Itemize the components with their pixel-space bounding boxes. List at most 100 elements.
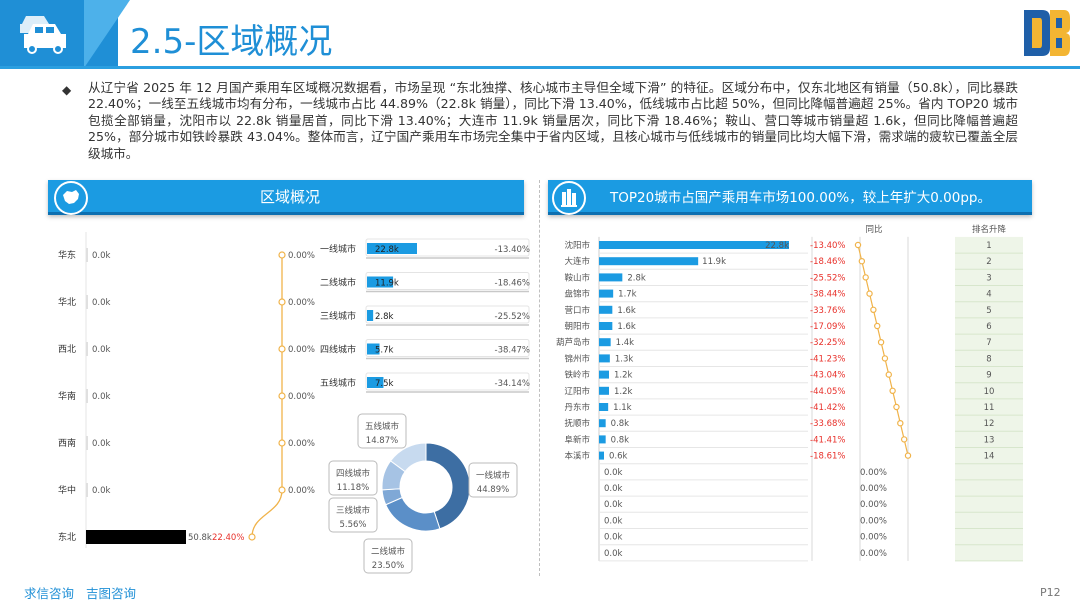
city-bar — [599, 257, 699, 266]
city-yoy-point — [877, 339, 885, 346]
tier-yoy-label: -18.46% — [495, 279, 530, 289]
city-yoy-label: 0.00% — [860, 500, 887, 510]
region-bar — [86, 483, 88, 497]
city-yoy-point — [881, 355, 889, 362]
city-bar — [599, 370, 609, 379]
region-bar — [86, 248, 88, 262]
city-yoy-point — [885, 371, 892, 378]
city-value-label: 0.8k — [611, 419, 630, 429]
city-label: 营口市 — [564, 305, 590, 316]
region-label: 西北 — [58, 344, 76, 355]
donut-label-box — [363, 538, 413, 574]
city-value-label: 0.6k — [609, 452, 628, 462]
tier-bar — [367, 243, 417, 254]
donut-value-label: 5.56% — [339, 520, 366, 530]
city-yoy-label: 0.00% — [860, 549, 887, 559]
tier-bar — [367, 310, 374, 321]
city-value-label: 1.6k — [617, 306, 636, 316]
city-bar — [599, 289, 614, 298]
footer-link-jitu[interactable]: 吉图咨询 — [86, 586, 137, 601]
footer-link-qiuxin[interactable]: 求信咨询 — [24, 586, 75, 601]
city-yoy-label: -18.46% — [810, 257, 845, 267]
city-value-label: 1.6k — [617, 322, 636, 332]
donut-slice — [389, 442, 427, 473]
city-yoy-point — [870, 306, 877, 313]
city-yoy-label: -43.04% — [810, 371, 845, 381]
donut-slice — [381, 488, 403, 506]
donut-slice — [381, 460, 406, 491]
region-yoy-point — [278, 439, 286, 447]
region-value-label: 0.0k — [92, 486, 111, 496]
header-accent-stripe — [84, 0, 130, 68]
city-yoy-label: -13.40% — [810, 241, 845, 251]
city-yoy-label: -17.09% — [810, 322, 845, 332]
region-yoy-label: 0.00% — [288, 345, 315, 355]
tier-label: 一线城市 — [320, 243, 356, 255]
city-bar — [599, 435, 606, 444]
page-number: P12 — [1040, 586, 1061, 599]
region-yoy-label: 0.00% — [288, 439, 315, 449]
donut-label: 一线城市 — [476, 470, 511, 481]
city-bar — [599, 241, 789, 249]
region-value-label: 0.0k — [92, 298, 111, 308]
right-panel-title: TOP20城市占国产乘用车市场100.00%，较上年扩大0.00pp。 — [610, 190, 991, 206]
city-rank-label: 2 — [986, 257, 991, 267]
city-yoy-point — [854, 241, 862, 249]
tier-label: 三线城市 — [320, 310, 356, 322]
left-panel-header — [48, 180, 524, 215]
city-label: 朝阳市 — [564, 321, 590, 332]
region-label: 东北 — [58, 531, 76, 543]
donut-label: 五线城市 — [365, 421, 400, 432]
city-value-label: 0.0k — [604, 468, 623, 478]
region-yoy-line — [251, 254, 283, 538]
tier-row-frame — [365, 272, 530, 290]
city-value-label: 0.0k — [604, 533, 623, 543]
donut-value-label: 14.87% — [366, 436, 398, 446]
city-value-label: 0.0k — [604, 516, 623, 526]
city-bar — [599, 354, 610, 363]
donut-value-label: 11.18% — [337, 483, 369, 493]
tier-label: 二线城市 — [320, 277, 356, 289]
city-bar — [599, 273, 623, 282]
donut-label-box — [328, 497, 378, 533]
city-rank-label: 12 — [984, 419, 995, 429]
region-label: 西南 — [58, 437, 76, 449]
city-bar — [599, 338, 611, 347]
city-label: 丹东市 — [564, 402, 590, 413]
tier-row-frame — [365, 305, 530, 324]
region-bar — [86, 389, 88, 403]
city-bar — [599, 305, 613, 314]
donut-label-box — [328, 460, 378, 496]
city-value-label: 1.3k — [615, 354, 634, 364]
city-rank-label: 6 — [986, 322, 991, 332]
donut-value-label: 23.50% — [372, 561, 404, 571]
right-panel-header — [548, 180, 1032, 215]
region-value-label: 0.0k — [92, 345, 111, 355]
tier-value-label: 7.5k — [375, 379, 394, 389]
city-yoy-label: -33.68% — [810, 419, 845, 429]
donut-label-box — [357, 413, 407, 449]
donut-label-box — [468, 462, 518, 498]
tier-yoy-label: -13.40% — [495, 245, 530, 255]
region-yoy-label: 22.40% — [212, 533, 244, 543]
city-rank-label: 13 — [984, 435, 995, 445]
region-yoy-label: 0.00% — [288, 486, 315, 496]
city-label: 大连市 — [564, 256, 590, 267]
region-label: 华南 — [58, 390, 76, 402]
tier-value-label: 22.8k — [375, 245, 399, 255]
city-rank-label: 1 — [986, 241, 991, 251]
car-icon — [20, 16, 66, 54]
city-yoy-label: -44.05% — [810, 387, 845, 397]
region-yoy-label: 0.00% — [288, 251, 315, 261]
city-yoy-label: 0.00% — [860, 516, 887, 526]
city-value-label: 1.1k — [613, 403, 632, 413]
city-yoy-point — [874, 322, 881, 330]
tier-row-frame — [365, 339, 530, 357]
tier-bar — [367, 377, 384, 388]
city-rank-label: 5 — [986, 306, 991, 316]
header-underline — [0, 66, 1080, 69]
bullet-icon: ◆ — [62, 83, 72, 97]
city-label: 锦州市 — [564, 353, 590, 364]
footer-links: 求信咨询 吉图咨询 — [24, 583, 144, 602]
page-title: 2.5-区域概况 — [130, 22, 333, 62]
